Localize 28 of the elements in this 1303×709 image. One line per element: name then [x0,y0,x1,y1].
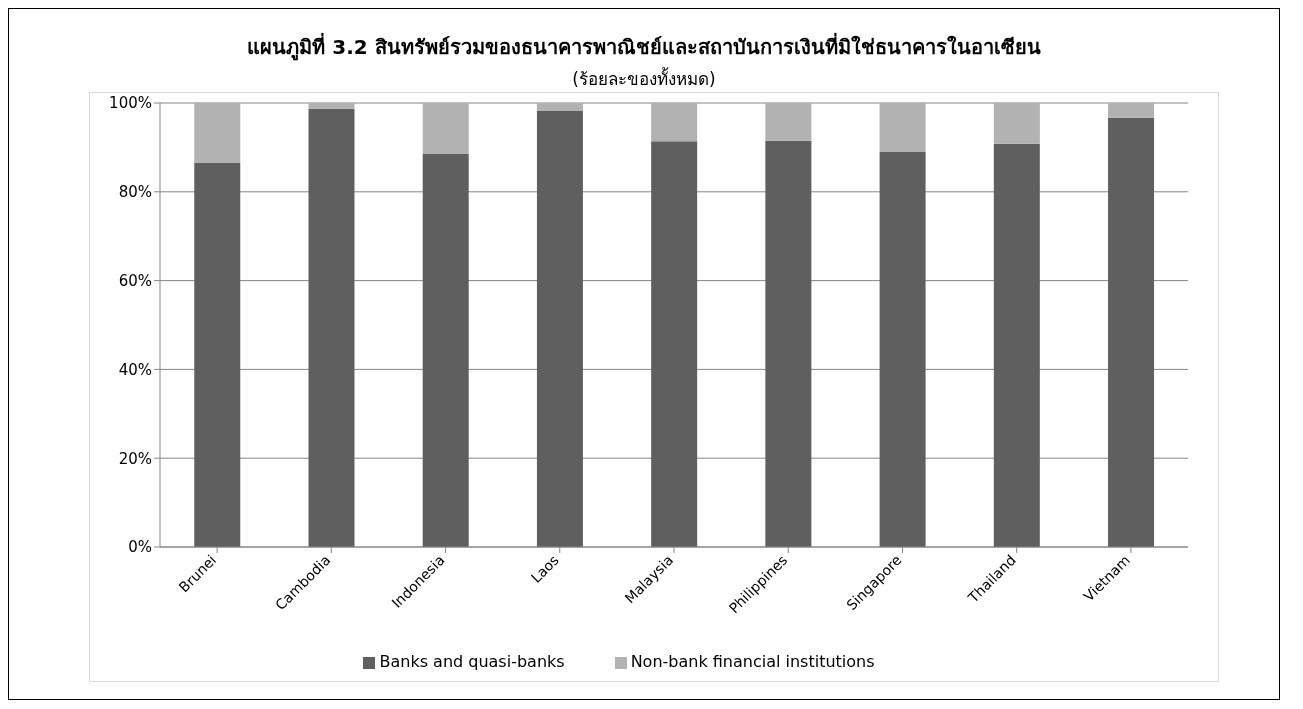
bar [536,110,583,547]
bar [651,103,698,142]
legend-label: Banks and quasi-banks [379,652,565,671]
bar [1108,117,1155,547]
bar [194,162,241,547]
chart-subtitle: (ร้อยละของทั้งหมด) [571,66,717,91]
y-tick-label: 100% [109,94,152,113]
bar [422,154,469,547]
bar [765,103,812,141]
y-tick-label: 40% [118,360,152,379]
bar [308,108,355,547]
y-tick-label: 0% [128,538,152,557]
y-tick-label: 60% [118,271,152,290]
bar [765,140,812,547]
legend-label: Non-bank financial institutions [630,652,875,671]
bar [993,143,1040,547]
bar [879,151,926,547]
bar [1108,103,1155,118]
bar [194,103,241,163]
y-tick-label: 80% [118,183,152,202]
bar [879,103,926,152]
bar [536,103,583,111]
bar [651,141,698,547]
bar [308,103,355,109]
chart-title: แผนภูมิที่ 3.2 สินทรัพย์รวมของธนาคารพาณิชย์และสถาบันการเงินที่มิใช่ธนาคารในอาเซียน [246,32,1042,63]
bar [422,103,469,155]
bar [993,103,1040,144]
y-tick-label: 20% [118,449,152,468]
